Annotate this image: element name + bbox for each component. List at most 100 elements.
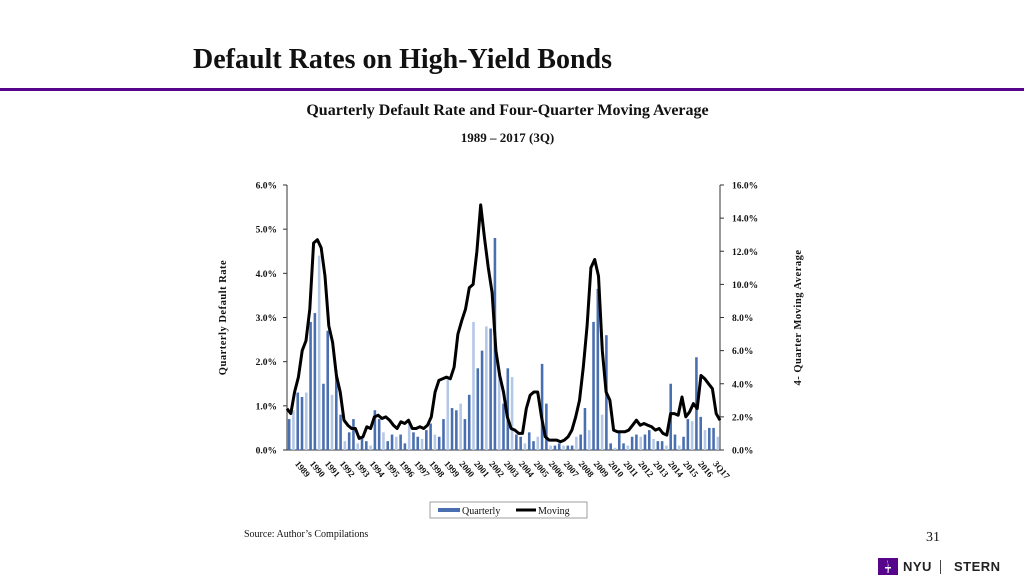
- quarterly-bar: [369, 445, 372, 450]
- quarterly-bar: [412, 432, 415, 450]
- x-tick-label: 1990: [308, 459, 328, 480]
- quarterly-bar: [296, 392, 300, 450]
- quarterly-bar: [373, 410, 377, 450]
- x-tick-label: 2016: [696, 459, 716, 480]
- quarterly-bar: [570, 445, 574, 450]
- quarterly-bar: [437, 436, 441, 450]
- quarterly-bar: [562, 445, 565, 450]
- quarterly-bar: [673, 434, 677, 450]
- quarterly-bar: [382, 432, 385, 450]
- quarterly-bar: [463, 419, 467, 450]
- quarterly-bar: [643, 434, 647, 450]
- quarterly-bar: [699, 416, 702, 450]
- quarterly-bar: [403, 443, 407, 450]
- quarterly-bar: [536, 436, 540, 450]
- quarterly-bar: [600, 414, 604, 450]
- x-tick-label: 2014: [666, 459, 686, 480]
- quarterly-bar: [330, 394, 334, 450]
- quarterly-bar: [317, 255, 321, 450]
- quarterly-bar: [540, 363, 544, 450]
- right-tick-label: 2.0%: [732, 413, 753, 423]
- x-tick-label: 2002: [487, 459, 507, 480]
- left-tick-label: 5.0%: [256, 226, 277, 236]
- x-tick-label: 2012: [636, 459, 656, 480]
- quarterly-bar: [707, 427, 711, 450]
- nyu-torch-icon: [878, 558, 898, 575]
- quarterly-bar: [660, 441, 664, 450]
- quarterly-bar: [326, 330, 330, 450]
- quarterly-bar: [377, 419, 381, 450]
- quarterly-bar: [425, 430, 428, 450]
- title-divider: [0, 88, 1024, 91]
- chart-title: Quarterly Default Rate and Four-Quarter …: [306, 102, 709, 119]
- quarterly-bar: [395, 436, 398, 450]
- x-tick-label: 2009: [592, 459, 612, 480]
- quarterly-bar: [429, 423, 432, 450]
- quarterly-bar: [690, 421, 694, 450]
- left-tick-label: 4.0%: [256, 270, 277, 280]
- y2-axis-title: 4- Quarter Moving Average: [793, 249, 804, 385]
- quarterly-bar: [557, 443, 561, 450]
- quarterly-bar: [682, 436, 685, 450]
- quarterly-bar: [309, 321, 312, 450]
- quarterly-bar: [686, 419, 690, 450]
- quarterly-bar: [365, 441, 368, 450]
- quarterly-bar: [292, 410, 295, 450]
- nyu-stern-logo: NYU STERN: [878, 558, 1001, 575]
- x-tick-label: 2013: [651, 459, 671, 480]
- moving-average-line: [285, 203, 722, 444]
- quarterly-bar: [613, 447, 617, 450]
- quarterly-bar: [553, 445, 557, 450]
- quarterly-bar: [583, 408, 587, 450]
- quarterly-bar: [575, 436, 578, 450]
- quarterly-bar: [347, 432, 351, 450]
- right-tick-label: 0.0%: [732, 447, 753, 457]
- x-tick-label: 1991: [323, 459, 343, 480]
- x-tick-label: 2003: [502, 459, 522, 480]
- quarterly-bar: [300, 397, 304, 450]
- left-tick-label: 3.0%: [256, 314, 277, 324]
- x-tick-label: 1989: [293, 459, 313, 480]
- quarterly-bar: [716, 436, 720, 450]
- right-tick-label: 6.0%: [732, 347, 753, 357]
- quarterly-bar: [472, 321, 475, 450]
- right-tick-label: 14.0%: [732, 215, 758, 225]
- quarterly-bar: [322, 383, 325, 450]
- quarterly-bar: [647, 430, 651, 450]
- left-tick-label: 6.0%: [256, 182, 277, 192]
- x-tick-label: 2005: [532, 459, 552, 480]
- quarterly-bar: [656, 441, 660, 450]
- quarterly-bar: [390, 434, 394, 450]
- source-note: Source: Author’s Compilations: [244, 529, 369, 540]
- right-tick-label: 16.0%: [732, 182, 758, 192]
- quarterly-bar: [305, 392, 308, 450]
- quarterly-bar: [587, 430, 591, 450]
- quarterly-bar: [489, 328, 492, 450]
- quarterly-bar: [356, 443, 360, 450]
- x-tick-label: 2011: [621, 459, 640, 479]
- quarterly-bar: [442, 419, 445, 450]
- quarterly-bar: [532, 441, 535, 450]
- quarterly-bar: [360, 436, 364, 450]
- quarterly-bar: [665, 445, 668, 450]
- quarterly-bar: [622, 443, 625, 450]
- quarterly-bar: [433, 434, 437, 450]
- quarterly-bar: [446, 379, 450, 450]
- x-tick-label: 2004: [517, 459, 537, 480]
- left-tick-label: 1.0%: [256, 402, 277, 412]
- right-tick-label: 4.0%: [732, 380, 753, 390]
- x-tick-label: 1999: [442, 459, 462, 480]
- x-tick-label: 1997: [412, 459, 432, 480]
- x-tick-label: 2000: [457, 459, 477, 480]
- page-number: 31: [926, 530, 940, 545]
- x-tick-label: 1996: [397, 459, 417, 480]
- quarterly-bar: [592, 321, 595, 450]
- quarterly-bar: [459, 403, 462, 450]
- right-tick-label: 8.0%: [732, 314, 753, 324]
- x-tick-label: 1993: [353, 459, 373, 480]
- x-tick-label: 1998: [427, 459, 447, 480]
- quarterly-bar: [510, 377, 514, 450]
- quarterly-bar: [626, 445, 630, 450]
- quarterly-bar: [523, 443, 527, 450]
